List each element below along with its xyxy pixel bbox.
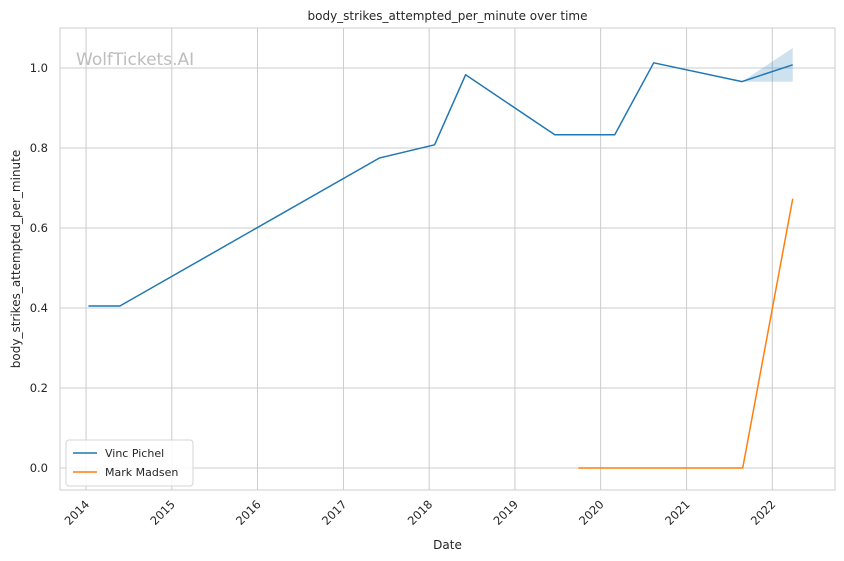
- watermark-text: WolfTickets.AI: [76, 50, 194, 70]
- plot-frame: [59, 27, 836, 491]
- y-tick-label: 0.0: [30, 461, 48, 475]
- plot-area: [59, 27, 836, 491]
- series-lines: [88, 62, 794, 469]
- y-tick-label: 0.8: [30, 141, 48, 155]
- y-tick-label: 1.0: [30, 61, 48, 75]
- plot-background: [60, 28, 835, 490]
- confidence-band: [742, 48, 793, 82]
- legend: Vinc Pichel Mark Madsen: [65, 439, 194, 487]
- y-tick-label: 0.6: [30, 221, 48, 235]
- series-line: [88, 62, 793, 307]
- y-tick-label: 0.2: [30, 381, 48, 395]
- legend-label: Mark Madsen: [105, 466, 178, 479]
- confidence-bands: [742, 48, 793, 82]
- x-gridlines: [85, 28, 773, 490]
- legend-label: Vinc Pichel: [105, 447, 164, 460]
- series-line: [578, 198, 794, 469]
- x-axis-title: Date: [433, 538, 462, 552]
- y-axis-title: body_strikes_attempted_per_minute: [9, 150, 23, 368]
- legend-box: [65, 439, 194, 487]
- chart-title: body_strikes_attempted_per_minute over t…: [308, 9, 588, 23]
- y-tick-label: 0.4: [30, 301, 48, 315]
- y-tick-labels: 0.0 0.2 0.4 0.6 0.8 1.0: [30, 61, 48, 475]
